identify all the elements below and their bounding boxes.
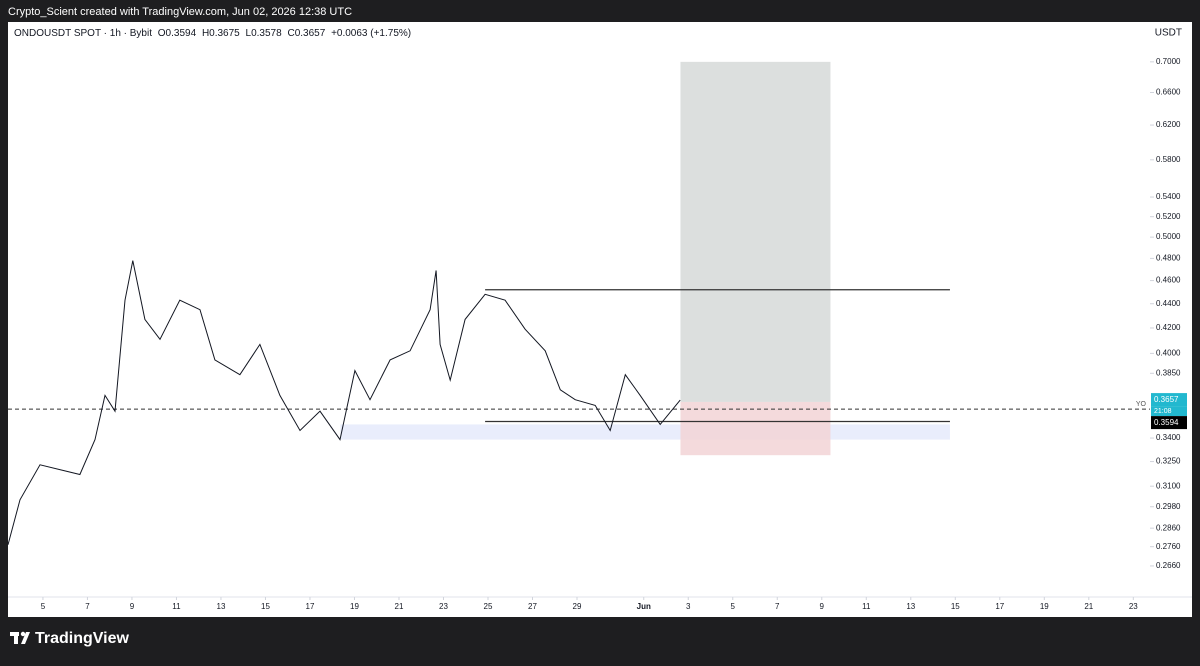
x-tick-label: 7 [775,602,780,611]
brand: TradingView [35,630,130,647]
y-tick-label: 0.7000 [1156,57,1181,66]
profit-zone [680,61,831,402]
y-tick-label: 0.5000 [1156,232,1181,241]
y-tick-label: 0.6200 [1156,120,1181,129]
y-tick-label: 0.2980 [1156,502,1181,511]
x-tick-label: 23 [439,602,448,611]
y-tick-label: 0.4600 [1156,276,1181,285]
y-tick-label: 0.3250 [1156,457,1181,466]
y-tick-label: 0.2660 [1156,561,1181,570]
chart-panel [8,22,1192,617]
logo [10,631,30,644]
x-tick-label: 19 [350,602,359,611]
symbol: ONDOUSDT SPOT · 1h · Bybit O0.3594 H0.36… [14,28,411,39]
currency: USDT [1155,28,1182,39]
y-tick-label: 0.3850 [1156,368,1181,377]
x-tick-label: 13 [906,602,915,611]
x-tick-label: 17 [995,602,1004,611]
x-tick-label: 25 [484,602,493,611]
x-tick-label: 3 [686,602,691,611]
x-tick-label: 5 [731,602,736,611]
x-tick-label: 5 [41,602,46,611]
loss-zone [680,401,831,456]
price-label: 0.3594 [1154,418,1179,427]
ohlc-open: O0.3594 [158,28,197,39]
y-tick-label: 0.5400 [1156,192,1181,201]
ohlc-change: +0.0063 (+1.75%) [331,28,411,39]
x-tick-label: 13 [217,602,226,611]
price-label-box [1151,416,1187,430]
ohlc-close: C0.3657 [287,28,325,39]
x-tick-label: 21 [1084,602,1093,611]
x-tick-label: 9 [130,602,135,611]
current-label: YO [1136,401,1147,408]
y-tick-label: 0.3400 [1156,433,1181,442]
x-tick-label: 15 [951,602,960,611]
x-tick-label: 15 [261,602,270,611]
y-tick-label: 0.6600 [1156,88,1181,97]
x-tick-label: 11 [172,602,181,611]
x-tick-label: Jun [637,602,651,611]
price-label: 0.3657 [1154,395,1179,404]
countdown-box [1151,406,1187,417]
y-tick-label: 0.4000 [1156,348,1181,357]
y-tick-label: 0.2860 [1156,523,1181,532]
x-tick-label: 7 [85,602,90,611]
x-tick-label: 17 [306,602,315,611]
x-tick-label: 27 [528,602,537,611]
y-tick-label: 0.4200 [1156,323,1181,332]
x-tick-label: 29 [573,602,582,611]
x-tick-label: 9 [820,602,825,611]
y-tick-label: 0.5800 [1156,155,1181,164]
ohlc-high: H0.3675 [202,28,240,39]
ohlc-low: L0.3578 [246,28,283,39]
y-tick-label: 0.3100 [1156,481,1181,490]
y-tick-label: 0.4400 [1156,299,1181,308]
y-tick-label: 0.2760 [1156,542,1181,551]
y-tick-label: 0.5200 [1156,212,1181,221]
support-zone [340,424,950,440]
price-line [7,260,681,545]
y-tick-label: 0.4800 [1156,254,1181,263]
x-tick-label: 21 [395,602,404,611]
x-tick-label: 19 [1040,602,1049,611]
credit: Crypto_Scient created with TradingView.c… [8,6,352,18]
symbol-name: ONDOUSDT SPOT · 1h · Bybit [14,28,152,39]
x-tick-label: 23 [1129,602,1138,611]
price-label-box [1151,393,1187,407]
countdown: 21:08 [1154,408,1172,415]
x-tick-label: 11 [862,602,871,611]
